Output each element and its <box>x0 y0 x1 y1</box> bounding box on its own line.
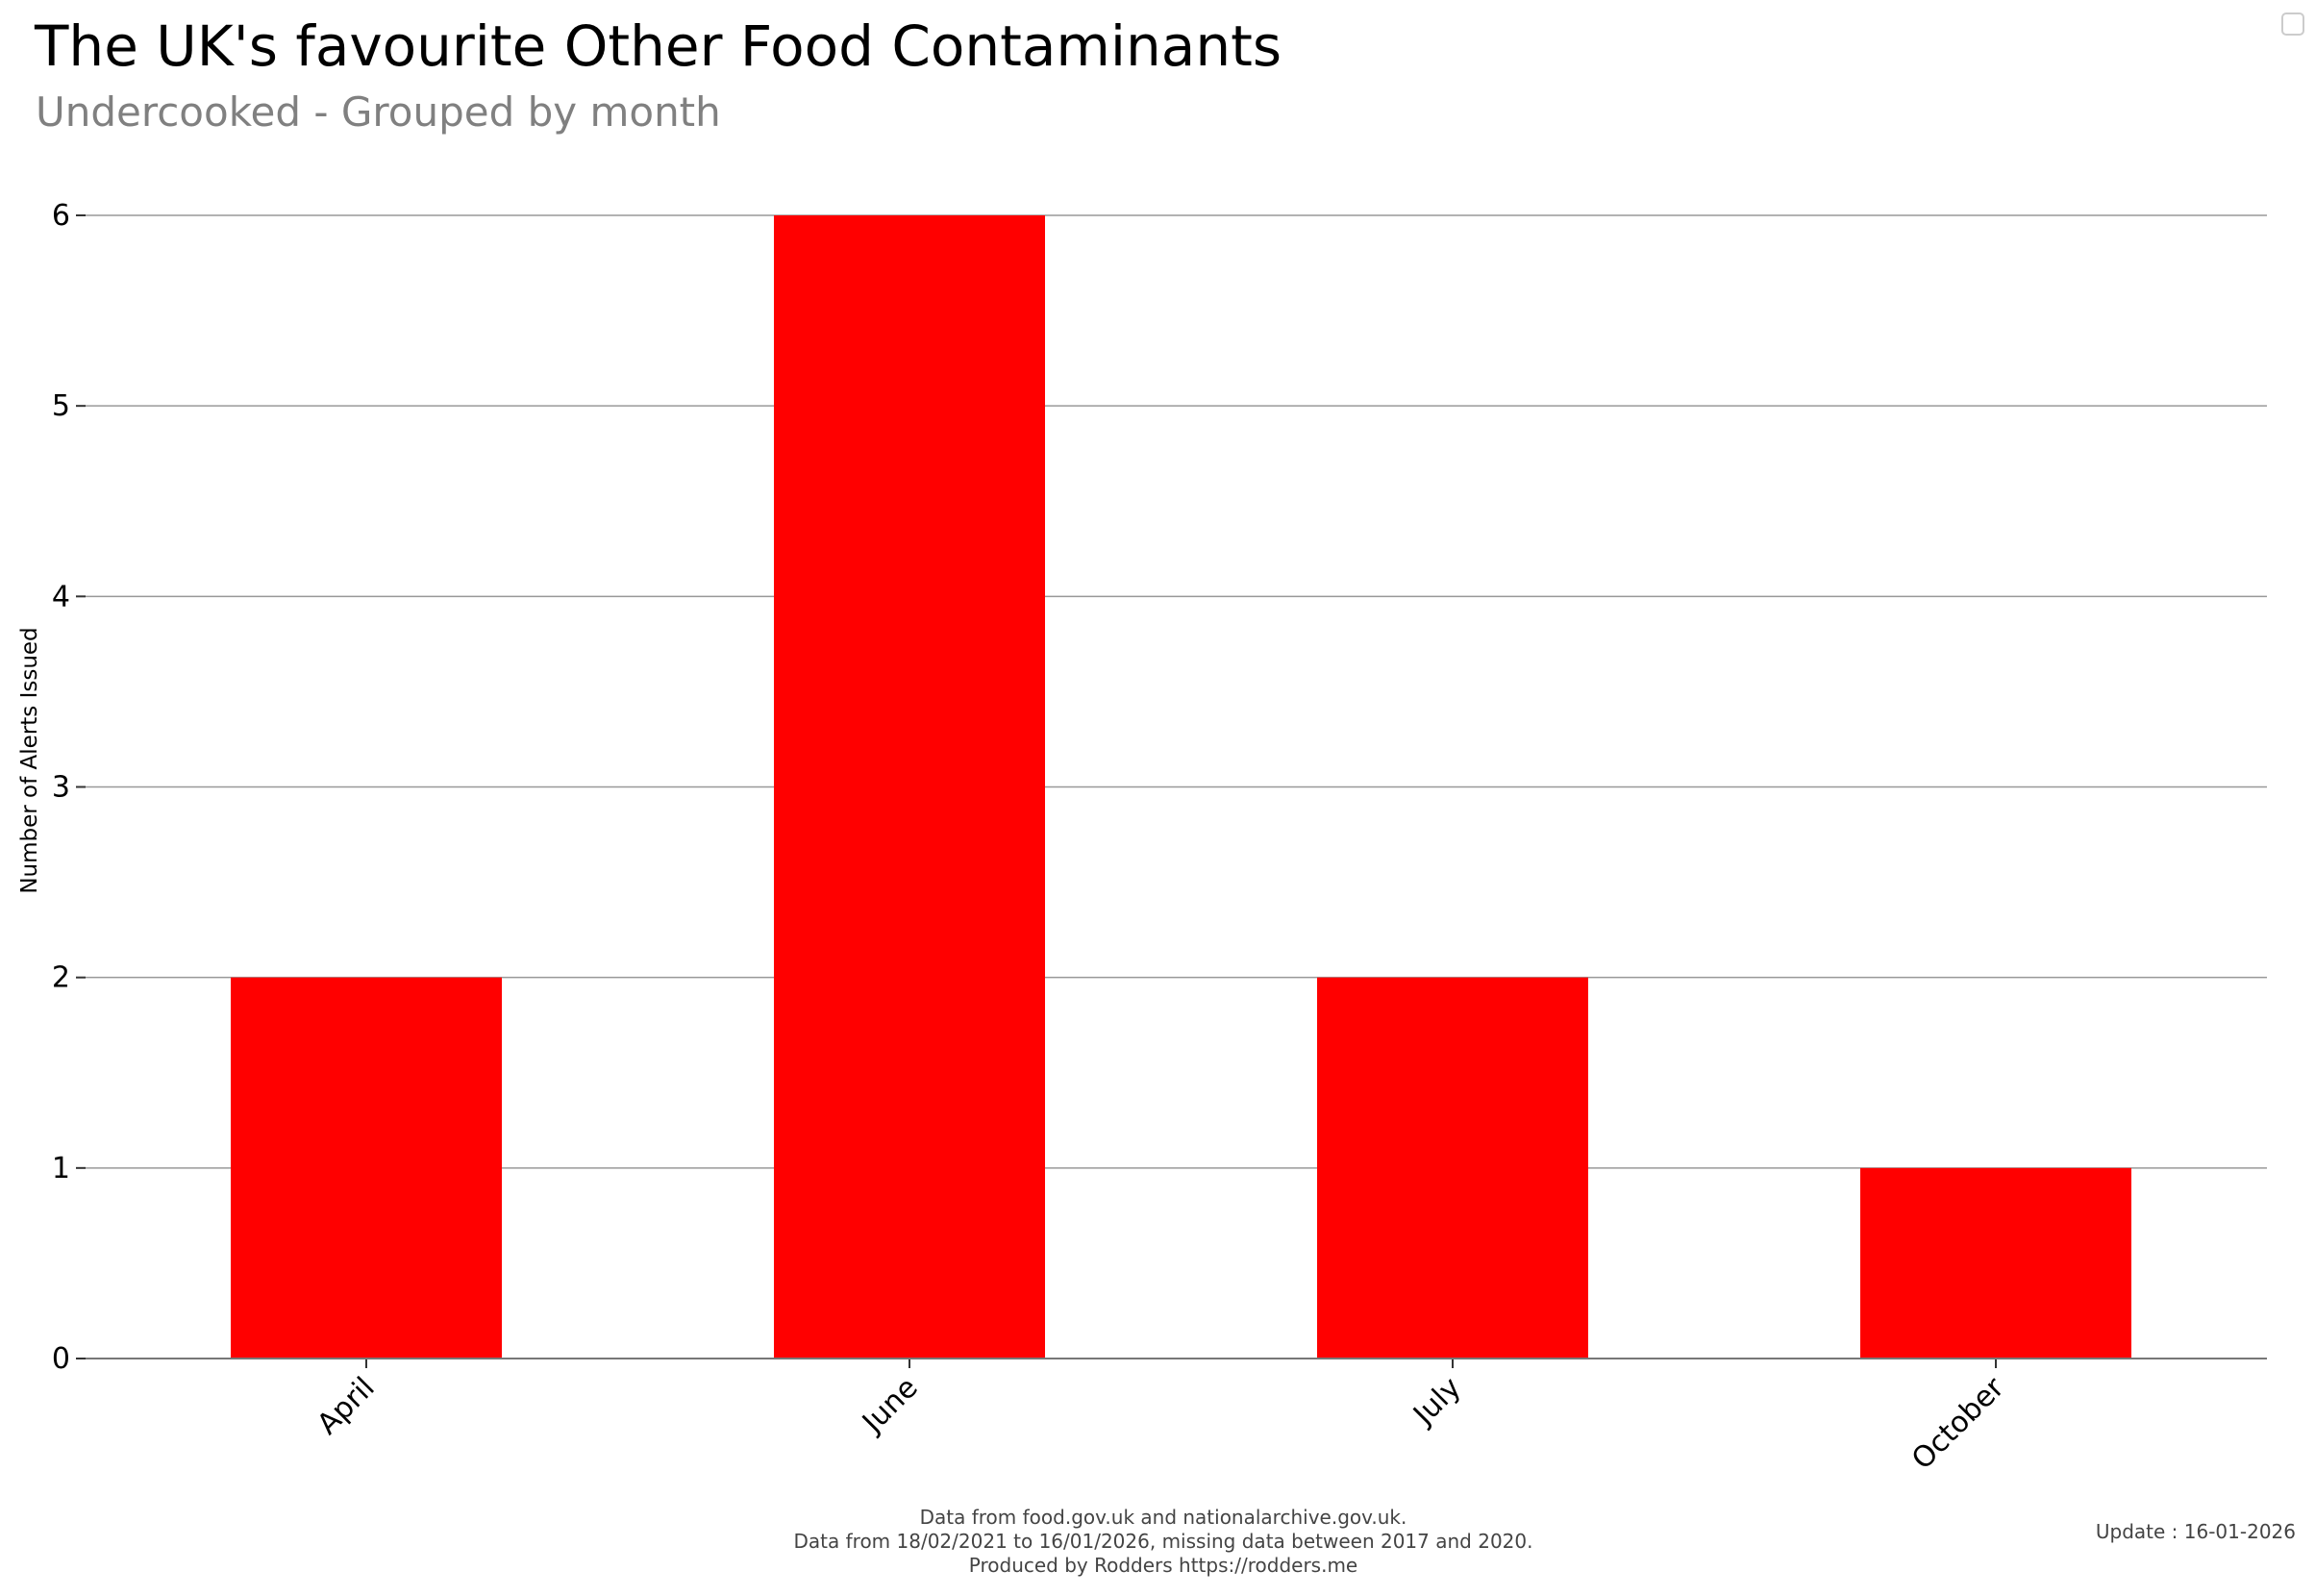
chart-subtitle: Undercooked - Grouped by month <box>36 88 721 136</box>
y-axis-ticks: 0 1 2 3 4 5 6 <box>52 199 86 1376</box>
y-tick-label: 2 <box>52 961 70 995</box>
update-date: Update : 16-01-2026 <box>2095 1520 2296 1543</box>
x-tick-label: June <box>855 1371 924 1440</box>
x-tick-label: April <box>311 1371 381 1441</box>
footer-credit: Produced by Rodders https://rodders.me <box>968 1554 1358 1577</box>
legend-checkbox[interactable] <box>2281 12 2304 36</box>
bar-april <box>231 977 502 1359</box>
x-tick-label: July <box>1406 1371 1467 1433</box>
bars <box>231 215 2131 1359</box>
bar-july <box>1317 977 1588 1359</box>
bar-june <box>774 215 1045 1359</box>
chart-title: The UK's favourite Other Food Contaminan… <box>35 13 1282 79</box>
y-tick-label: 6 <box>52 199 70 233</box>
bar-october <box>1860 1167 2131 1359</box>
footer-range: Data from 18/02/2021 to 16/01/2026, miss… <box>793 1530 1533 1553</box>
y-tick-label: 0 <box>52 1342 70 1376</box>
y-tick-label: 5 <box>52 389 70 423</box>
x-tick-label: October <box>1905 1370 2011 1476</box>
y-tick-label: 3 <box>52 771 70 805</box>
y-axis-label: Number of Alerts Issued <box>17 627 42 893</box>
y-tick-label: 1 <box>52 1152 70 1185</box>
footer-source: Data from food.gov.uk and nationalarchiv… <box>919 1506 1407 1529</box>
x-axis-ticks: April June July October <box>311 1359 2011 1477</box>
y-tick-label: 4 <box>52 580 70 613</box>
